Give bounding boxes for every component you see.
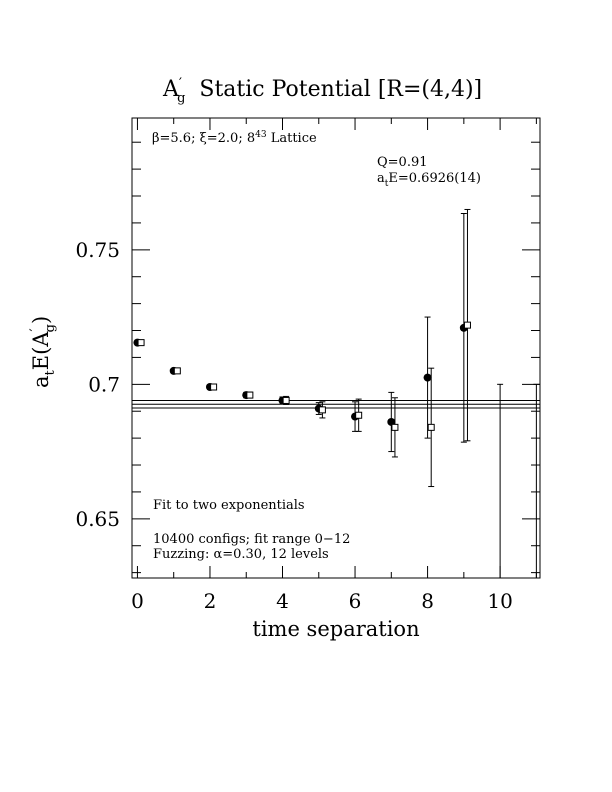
lattice-info-sup2: 3 bbox=[261, 130, 267, 140]
chart-title: A′ g Static Potential [R=(4,4)] bbox=[162, 76, 482, 106]
fit-energy-rest: E=0.6926(14) bbox=[388, 171, 481, 186]
fit-energy-sub: t bbox=[385, 179, 389, 189]
filled-circle-point bbox=[387, 391, 396, 453]
open-square-point bbox=[246, 391, 254, 399]
marker-square bbox=[210, 383, 218, 391]
x-tick-label: 10 bbox=[487, 589, 512, 613]
filled-circle-point bbox=[423, 316, 432, 439]
y-label-sub-g: g bbox=[43, 324, 58, 332]
marker-square bbox=[355, 411, 363, 419]
x-tick-label: 6 bbox=[349, 589, 362, 613]
y-label-mid: E(A bbox=[29, 331, 53, 371]
x-tick-label: 4 bbox=[276, 589, 289, 613]
y-label-prime: ′ bbox=[28, 328, 44, 331]
fit-energy: atE=0.6926(14) bbox=[377, 171, 481, 189]
title-rest: Static Potential [R=(4,4)] bbox=[185, 77, 482, 102]
marker-square bbox=[318, 406, 326, 414]
marker-square bbox=[137, 339, 145, 347]
fit-q: Q=0.91 bbox=[377, 155, 428, 170]
open-square-point bbox=[427, 367, 435, 488]
marker-square bbox=[246, 391, 254, 399]
fit-energy-pre: a bbox=[377, 171, 385, 186]
open-square-point bbox=[282, 395, 290, 405]
y-label-sub-t: t bbox=[43, 369, 58, 375]
x-tick-label: 0 bbox=[131, 589, 144, 613]
note-configs: 10400 configs; fit range 0−12 bbox=[153, 532, 350, 547]
open-square-point bbox=[497, 383, 504, 578]
title-sub: g bbox=[177, 91, 185, 106]
title-prime: ′ bbox=[179, 76, 182, 92]
lattice-info-main: β=5.6; ξ=2.0; 8 bbox=[152, 131, 255, 146]
title-main: A bbox=[162, 77, 180, 102]
y-axis-label: atE(A′g) bbox=[28, 316, 58, 388]
marker-square bbox=[173, 367, 181, 375]
open-square-point bbox=[210, 383, 218, 391]
x-axis-label: time separation bbox=[252, 617, 419, 641]
plot-frame bbox=[131, 117, 541, 579]
x-tick-label: 8 bbox=[421, 589, 434, 613]
marker-square bbox=[282, 396, 290, 404]
x-tick-label: 2 bbox=[204, 589, 217, 613]
lattice-info-sup: 4 bbox=[255, 130, 261, 140]
marker-square bbox=[463, 321, 471, 329]
axis-ticks bbox=[132, 118, 540, 578]
y-label-post: ) bbox=[29, 316, 53, 324]
y-tick-label: 0.7 bbox=[88, 372, 120, 396]
lattice-info: β=5.6; ξ=2.0; 843 Lattice bbox=[152, 130, 317, 146]
open-square-point bbox=[318, 401, 326, 419]
note-fit-type: Fit to two exponentials bbox=[153, 498, 305, 513]
data-points bbox=[133, 208, 540, 578]
note-fuzzing: Fuzzing: α=0.30, 12 levels bbox=[153, 547, 329, 562]
lattice-info-tail: Lattice bbox=[267, 131, 317, 146]
y-label-pre: a bbox=[29, 375, 53, 388]
open-square-point bbox=[463, 208, 471, 442]
open-square-point bbox=[137, 339, 145, 347]
open-square-point bbox=[173, 367, 181, 375]
y-tick-label: 0.65 bbox=[75, 507, 120, 531]
axis-tick-labels: 0 2 4 6 8 10 0.65 0.7 0.75 bbox=[75, 238, 512, 613]
marker-square bbox=[391, 423, 399, 431]
marker-square bbox=[427, 423, 435, 431]
marker-circle bbox=[423, 373, 432, 382]
open-square-point bbox=[391, 397, 399, 458]
open-square-point bbox=[533, 383, 540, 578]
y-tick-label: 0.75 bbox=[75, 238, 120, 262]
open-square-point bbox=[355, 398, 363, 432]
fit-band bbox=[132, 399, 540, 409]
